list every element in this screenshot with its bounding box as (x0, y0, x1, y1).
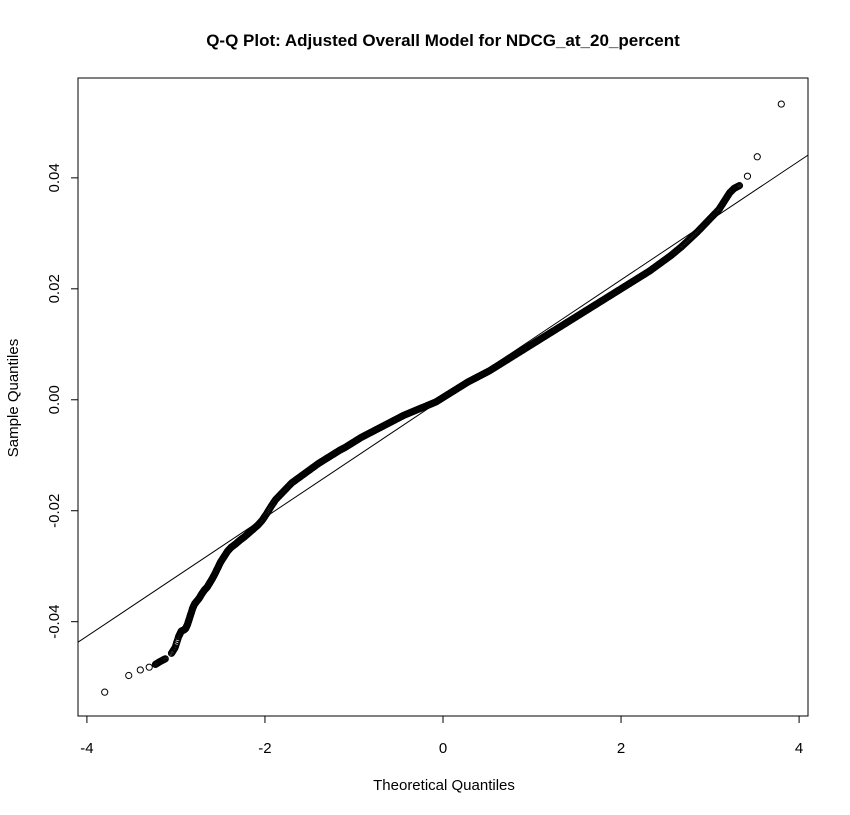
data-point (743, 172, 752, 180)
y-axis: -0.04 -0.02 0.00 0.02 0.04 (46, 163, 79, 639)
sample-points (101, 100, 785, 696)
data-point (101, 688, 109, 696)
x-tick-label: 4 (795, 740, 803, 757)
data-point (125, 671, 133, 680)
x-axis: -4 -2 0 2 4 (80, 715, 803, 757)
x-tick-label: -4 (80, 740, 93, 757)
x-tick-label: 0 (439, 740, 447, 757)
data-point (735, 182, 744, 190)
data-point (145, 663, 153, 671)
y-axis-title: Sample Quantiles (5, 339, 22, 457)
x-axis-title: Theoretical Quantiles (373, 777, 515, 794)
x-tick-label: -2 (258, 740, 271, 757)
data-point (753, 153, 761, 161)
y-tick-label: 0.04 (46, 163, 63, 192)
y-tick-label: 0.02 (46, 274, 63, 303)
data-point (136, 666, 144, 674)
data-point (777, 100, 785, 108)
chart-title: Q-Q Plot: Adjusted Overall Model for NDC… (206, 31, 680, 50)
data-point (161, 655, 169, 663)
y-tick-label: 0.00 (46, 385, 63, 414)
y-tick-label: -0.02 (46, 494, 63, 528)
y-tick-label: -0.04 (46, 605, 63, 639)
x-tick-label: 2 (617, 740, 625, 757)
